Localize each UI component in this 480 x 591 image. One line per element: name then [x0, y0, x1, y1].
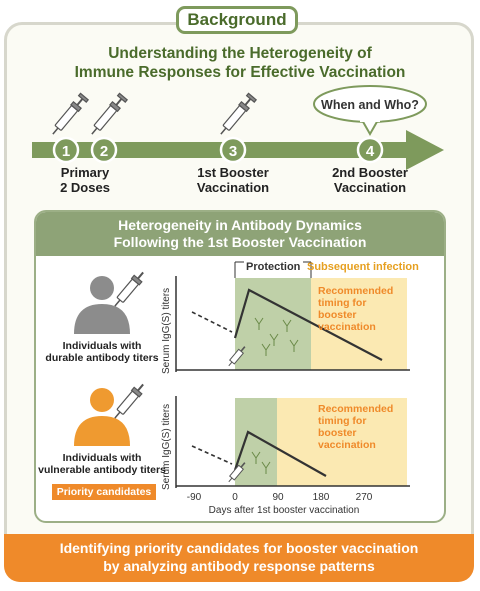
durable-label-line2: durable antibody titers	[45, 352, 159, 364]
panel-header	[36, 212, 444, 256]
main-title-line1: Understanding the Heterogeneity of	[108, 45, 372, 62]
step-circle-1: 1	[52, 136, 80, 164]
antibody-dynamics-panel: Heterogeneity in Antibody Dynamics Follo…	[34, 210, 446, 523]
conclusion-banner: Identifying priority candidates for boos…	[4, 534, 474, 582]
label-primary-line1: Primary	[60, 165, 110, 180]
step-number-4: 4	[366, 143, 375, 160]
durable-label-line1: Individuals with	[62, 340, 142, 352]
syringe-icon	[91, 92, 129, 135]
syringe-icon	[52, 92, 90, 135]
vulnerable-label-line1: Individuals with	[62, 452, 142, 464]
bubble-text: When and Who?	[321, 98, 419, 112]
when-who-bubble: When and Who?	[313, 85, 427, 137]
step-number-1: 1	[62, 143, 70, 160]
step-number-2: 2	[100, 143, 108, 160]
main-title-line2: Immune Responses for Effective Vaccinati…	[74, 64, 406, 81]
priority-badge: Priority candidates	[52, 484, 156, 500]
label-booster2-line1: 2nd Booster	[332, 165, 408, 180]
vulnerable-label-line2: vulnerable antibody titers	[38, 464, 166, 476]
label-booster1-line2: Vaccination	[196, 180, 270, 195]
label-primary-line2: 2 Doses	[60, 180, 110, 195]
panel-title-line2: Following the 1st Booster Vaccination	[113, 234, 367, 250]
step-circle-3: 3	[219, 136, 247, 164]
conclusion-line2: by analyzing antibody response patterns	[103, 558, 375, 574]
conclusion-line1: Identifying priority candidates for boos…	[59, 540, 419, 556]
timeline-arrow-head	[406, 130, 444, 170]
panel-title-line1: Heterogeneity in Antibody Dynamics	[118, 217, 362, 233]
step-number-3: 3	[229, 143, 237, 160]
syringe-icon	[220, 92, 258, 135]
background-badge: Background	[176, 6, 298, 34]
label-booster1-line1: 1st Booster	[197, 165, 269, 180]
label-booster2-line2: Vaccination	[333, 180, 407, 195]
step-circle-2: 2	[90, 136, 118, 164]
timeline-diagram: 1 2 3 4 When and Who?	[32, 85, 444, 170]
step-circle-4: 4	[356, 136, 384, 164]
